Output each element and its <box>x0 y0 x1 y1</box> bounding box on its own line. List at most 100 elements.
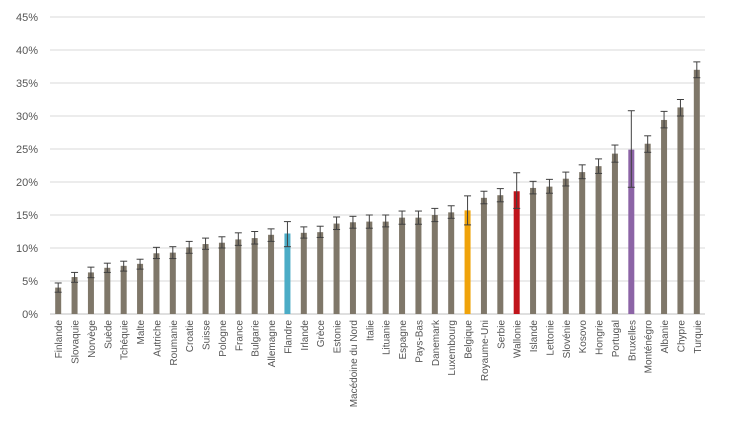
error-bar <box>382 214 390 228</box>
bar <box>644 143 651 314</box>
bar <box>595 166 602 314</box>
bar <box>251 238 258 314</box>
bar <box>562 178 569 314</box>
bar <box>333 223 340 314</box>
y-tick-label: 40% <box>16 45 38 57</box>
bar <box>218 242 225 314</box>
bar <box>513 191 520 314</box>
x-category-label: Croatie <box>185 320 196 353</box>
bar <box>431 215 438 314</box>
error-bar <box>300 226 308 239</box>
error-bar <box>71 271 79 283</box>
x-category-label: Danemark <box>431 319 442 366</box>
bar <box>235 239 242 314</box>
bar <box>317 232 324 314</box>
bar <box>415 217 422 314</box>
error-bar <box>87 266 95 279</box>
bar <box>546 186 553 314</box>
x-category-label: Norvège <box>87 320 98 358</box>
error-bar <box>644 135 652 153</box>
x-category-label: Autriche <box>152 320 163 357</box>
x-category-label: Lituanie <box>382 320 393 355</box>
x-category-label: Portugal <box>611 320 622 357</box>
x-category-label: Flandre <box>283 320 294 354</box>
error-bar <box>693 61 701 79</box>
y-tick-label: 20% <box>16 177 38 189</box>
error-bar <box>578 164 586 180</box>
x-category-label: France <box>234 320 245 352</box>
bar <box>464 210 471 314</box>
x-category-label: Bulgarie <box>251 320 262 357</box>
x-category-label: Turquie <box>693 320 704 354</box>
x-category-label: Chypre <box>676 320 687 353</box>
bar <box>55 287 62 314</box>
error-bar <box>283 221 291 248</box>
x-category-label: Wallonie <box>513 320 524 358</box>
y-tick-label: 10% <box>16 243 38 255</box>
y-tick-label: 25% <box>16 144 38 156</box>
error-bars <box>54 61 701 293</box>
error-bar <box>251 231 259 245</box>
x-category-label: Irlande <box>300 320 311 351</box>
bar <box>399 217 406 314</box>
bar <box>153 253 160 314</box>
x-category-label: Finlande <box>54 320 65 359</box>
error-bar <box>136 258 144 270</box>
bars <box>55 69 700 315</box>
bar <box>579 172 586 314</box>
error-bar <box>545 178 553 194</box>
x-category-label: Suisse <box>202 320 213 350</box>
x-category-label: Slovénie <box>562 320 573 359</box>
y-tick-label: 45% <box>16 12 38 24</box>
bar <box>661 119 668 315</box>
error-bar <box>218 236 226 249</box>
error-bar <box>611 144 619 163</box>
x-axis-category-labels: Finlande Slovaquie Norvège Suède Tchéquie Mal… <box>54 319 704 407</box>
error-bar <box>185 240 193 254</box>
bar <box>169 252 176 314</box>
x-category-label: Suède <box>103 320 114 349</box>
error-bar <box>676 99 684 117</box>
error-bar <box>464 195 472 226</box>
y-tick-label: 15% <box>16 210 38 222</box>
error-bar <box>447 205 455 219</box>
x-category-label: Malte <box>136 320 147 345</box>
error-bar <box>595 158 603 174</box>
x-category-label: Tchéquie <box>120 320 131 360</box>
error-bar <box>627 110 635 188</box>
bar <box>611 153 618 314</box>
bar <box>349 222 356 314</box>
bar <box>480 197 487 314</box>
error-bar <box>660 110 668 129</box>
error-bar <box>414 210 422 225</box>
error-bar <box>513 172 521 209</box>
x-category-label: Islande <box>529 320 540 353</box>
x-category-label: Luxembourg <box>447 320 458 376</box>
error-bar <box>169 246 177 260</box>
x-category-label: Monténégro <box>644 320 655 374</box>
bar <box>137 263 144 314</box>
bar <box>120 265 127 314</box>
x-category-label: Hongrie <box>595 320 606 355</box>
error-bar <box>54 282 62 293</box>
error-bar <box>316 225 324 238</box>
y-axis-tick-labels: 0% 5% 10% 15% 20% 25% 30% 35% 40% 45% <box>16 12 38 321</box>
error-bar <box>202 237 210 250</box>
x-category-label: Belgique <box>464 320 475 359</box>
bar <box>628 149 635 314</box>
y-tick-label: 30% <box>16 111 38 123</box>
error-bar <box>349 215 357 229</box>
x-category-label: Espagne <box>398 320 409 360</box>
bar <box>497 195 504 314</box>
bar <box>300 232 307 314</box>
error-bar <box>152 246 160 260</box>
error-bar <box>120 260 128 272</box>
bar <box>104 267 111 314</box>
bar <box>202 244 209 314</box>
error-bar <box>529 180 537 195</box>
error-bar <box>267 228 275 242</box>
error-bar <box>562 171 570 187</box>
y-tick-label: 0% <box>22 309 38 321</box>
error-bar <box>496 188 504 203</box>
